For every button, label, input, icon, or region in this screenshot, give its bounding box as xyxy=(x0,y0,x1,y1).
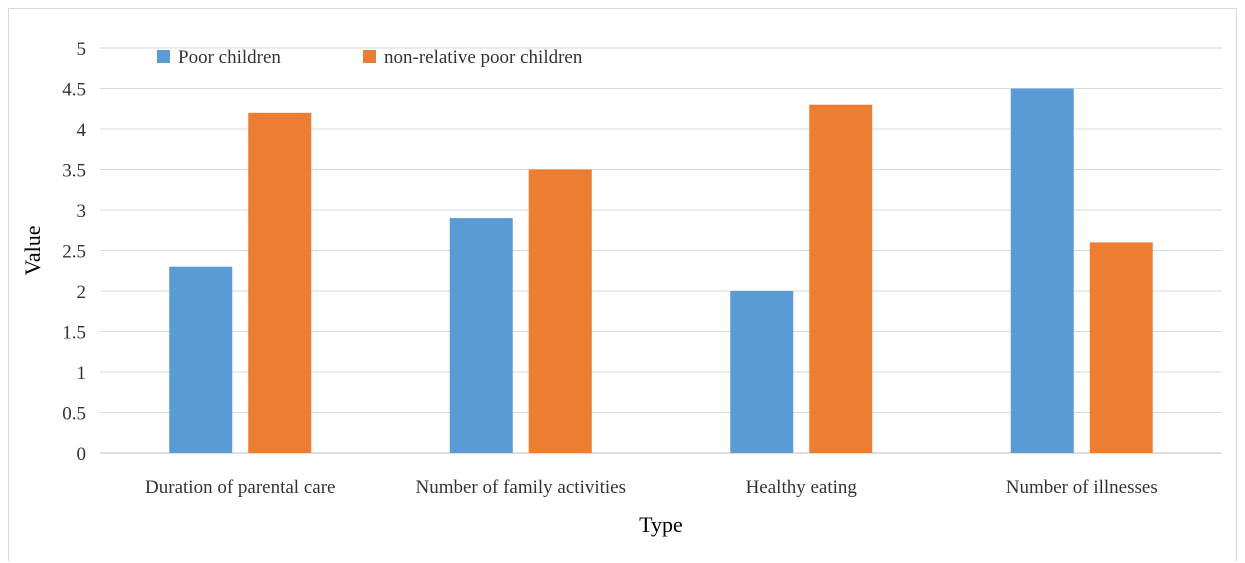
x-tick-label: Number of illnesses xyxy=(1006,477,1158,498)
y-tick-label: 4 xyxy=(77,120,87,141)
legend-swatch xyxy=(157,50,170,63)
bar-poor-children xyxy=(730,291,794,453)
y-tick-label: 0 xyxy=(77,444,87,465)
bar-non-relative-poor-children xyxy=(1089,242,1153,453)
legend-label: Poor children xyxy=(178,47,281,68)
bars xyxy=(169,88,1153,454)
legend: Poor children non-relative poor children xyxy=(157,47,583,68)
x-tick-label: Number of family activities xyxy=(415,477,626,498)
x-axis-title: Type xyxy=(639,512,683,537)
legend-swatch xyxy=(363,50,376,63)
y-axis-ticks: 0 0.5 1 1.5 2 2.5 3 3.5 4 4.5 5 xyxy=(62,39,86,465)
y-axis-title: Value xyxy=(20,225,45,275)
x-tick-label: Healthy eating xyxy=(746,477,858,498)
y-tick-label: 2.5 xyxy=(62,242,86,263)
y-tick-label: 3.5 xyxy=(62,161,86,182)
y-tick-label: 1.5 xyxy=(62,323,86,344)
bar-poor-children xyxy=(169,266,233,453)
bar-non-relative-poor-children xyxy=(809,104,873,453)
bar-poor-children xyxy=(449,218,513,453)
y-tick-label: 5 xyxy=(77,39,87,60)
chart-frame xyxy=(8,8,1237,561)
y-tick-label: 3 xyxy=(77,201,87,222)
y-tick-label: 1 xyxy=(77,363,87,384)
y-tick-label: 4.5 xyxy=(62,80,86,101)
legend-label: non-relative poor children xyxy=(384,47,583,68)
x-axis-ticks: Duration of parental care Number of famil… xyxy=(145,477,1158,498)
y-tick-label: 2 xyxy=(77,282,87,303)
bar-poor-children xyxy=(1010,88,1074,453)
y-tick-label: 0.5 xyxy=(62,404,86,425)
bar-non-relative-poor-children xyxy=(248,112,312,454)
bar-non-relative-poor-children xyxy=(528,169,592,453)
x-tick-label: Duration of parental care xyxy=(145,477,335,498)
